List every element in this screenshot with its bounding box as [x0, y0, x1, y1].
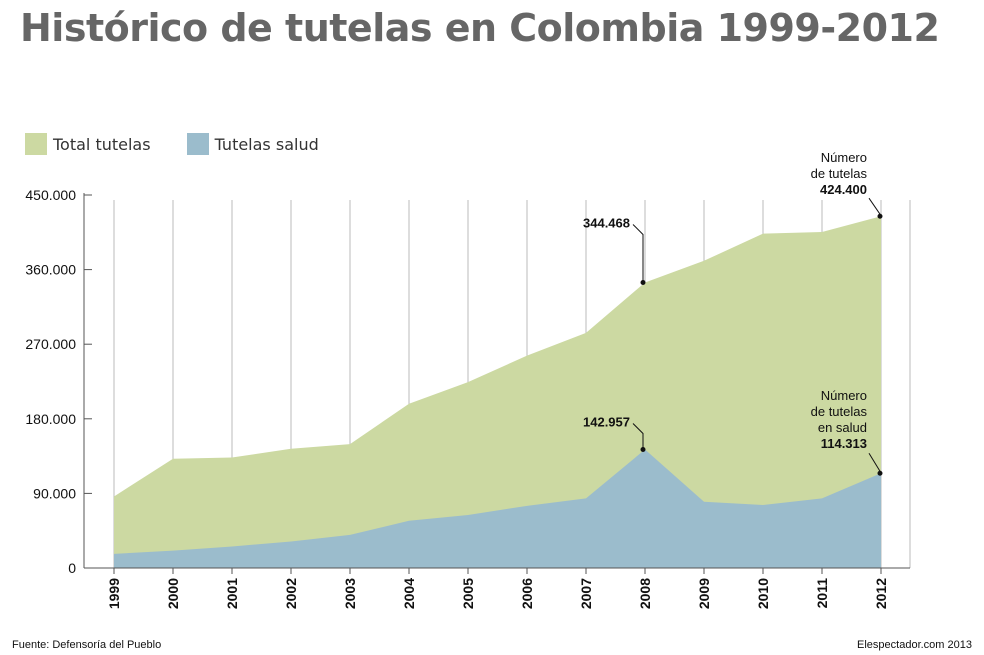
area-total-tutelas — [114, 216, 881, 569]
x-tick-label: 2002 — [283, 578, 299, 609]
annotation-salud-2012-label: de tutelas — [811, 404, 868, 419]
annotation-dot-total-2008 — [640, 279, 646, 285]
x-tick-label: 1999 — [106, 578, 122, 609]
annotation-total-2012-label: Número — [821, 150, 867, 165]
annotation-leader-salud-2012 — [868, 452, 881, 472]
x-tick-label: 2010 — [755, 578, 771, 609]
chart-title: Histórico de tutelas en Colombia 1999-20… — [20, 6, 940, 50]
annotation-salud-2008: 142.957 — [583, 415, 630, 430]
legend-item-salud: Tutelas salud — [186, 133, 319, 155]
annotation-total-2012-value: 424.400 — [820, 182, 867, 197]
source-note: Fuente: Defensoría del Pueblo — [12, 639, 162, 651]
legend-label-salud: Tutelas salud — [214, 134, 319, 154]
annotation-salud-2012-value: 114.313 — [821, 436, 867, 451]
y-tick-label: 450.000 — [25, 187, 76, 203]
x-tick-label: 2007 — [578, 578, 594, 609]
annotation-total-2008: 344.468 — [583, 215, 630, 230]
x-tick-label: 2006 — [519, 578, 535, 609]
annotation-dot-salud-2008 — [640, 447, 646, 453]
credit-note: Elespectador.com 2013 — [857, 639, 972, 651]
x-tick-label: 2009 — [696, 578, 712, 609]
annotation-salud-2012-label: Número — [821, 388, 867, 403]
x-tick-label: 2004 — [401, 578, 417, 609]
annotation-salud-2012-label: en salud — [818, 420, 867, 435]
annotation-dot-salud-2012 — [877, 470, 883, 476]
y-tick-label: 0 — [68, 560, 76, 576]
annotation-leader-total-2008 — [632, 224, 644, 283]
x-tick-label: 2000 — [165, 578, 181, 609]
annotation-total-2012-label: de tutelas — [811, 166, 868, 181]
area-tutelas-salud — [114, 449, 881, 568]
legend: Total tutelas Tutelas salud — [25, 133, 355, 155]
annotation-dot-total-2012 — [877, 213, 883, 219]
x-tick-label: 2005 — [460, 578, 476, 609]
area-chart: 0 90.000 180.000 270.000 360.000 450.000 1999 2… — [25, 150, 911, 609]
x-tick-label: 2003 — [342, 578, 358, 609]
x-tick-label: 2001 — [224, 578, 240, 609]
x-tick-label: 2012 — [873, 578, 889, 609]
annotation-leader-total-2012 — [868, 197, 881, 215]
legend-label-total: Total tutelas — [53, 134, 151, 154]
y-tick-label: 360.000 — [25, 262, 76, 278]
y-tick-label: 180.000 — [25, 411, 76, 427]
x-tick-label: 2008 — [637, 578, 653, 609]
x-tick-label: 2011 — [814, 578, 830, 609]
legend-swatch-total — [25, 133, 47, 155]
legend-item-total: Total tutelas — [25, 133, 151, 155]
annotation-leader-salud-2008 — [632, 423, 644, 450]
y-tick-label: 270.000 — [25, 336, 76, 352]
legend-swatch-salud — [186, 133, 209, 155]
y-tick-label: 90.000 — [33, 485, 76, 501]
